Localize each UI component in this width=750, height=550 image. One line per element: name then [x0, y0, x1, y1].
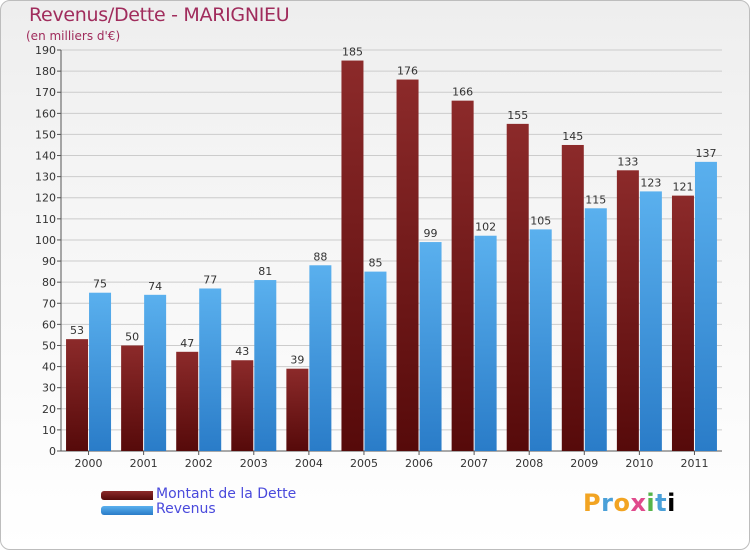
bar-revenus: [474, 235, 497, 451]
data-label: 185: [342, 46, 363, 59]
bar-revenus: [419, 242, 442, 451]
data-label: 81: [258, 265, 272, 278]
y-tick-label: 0: [49, 445, 56, 458]
bar-debt: [616, 170, 639, 452]
data-label: 53: [70, 324, 84, 337]
x-tick-label: 2009: [570, 457, 598, 470]
chart-title: Revenus/Dette - MARIGNIEU: [29, 4, 290, 26]
bar-debt: [176, 351, 199, 451]
y-tick-label: 80: [42, 276, 56, 289]
bar-revenus: [529, 229, 552, 451]
y-tick-label: 30: [42, 382, 56, 395]
y-tick-label: 40: [42, 361, 56, 374]
data-label: 133: [617, 155, 638, 168]
bar-revenus: [144, 294, 167, 451]
data-label: 115: [585, 193, 606, 206]
x-tick-label: 2003: [240, 457, 268, 470]
x-tick-label: 2006: [405, 457, 433, 470]
chart-subtitle: (en milliers d'€): [26, 29, 121, 43]
y-tick-label: 10: [42, 424, 56, 437]
legend-swatch-debt: [101, 491, 153, 500]
data-label: 176: [397, 65, 418, 78]
legend-label-debt: Montant de la Dette: [156, 486, 297, 502]
y-tick-label: 170: [35, 86, 56, 99]
bar-debt: [231, 360, 254, 451]
x-tick-label: 2005: [350, 457, 378, 470]
bar-debt: [561, 144, 584, 451]
y-tick-label: 50: [42, 339, 56, 352]
data-label: 88: [313, 250, 327, 263]
data-label: 99: [424, 227, 438, 240]
bar-revenus: [309, 265, 332, 451]
y-tick-label: 150: [35, 128, 56, 141]
data-label: 121: [672, 181, 693, 194]
y-tick-label: 180: [35, 65, 56, 78]
y-tick-label: 60: [42, 318, 56, 331]
x-tick-label: 2001: [130, 457, 158, 470]
data-label: 75: [93, 278, 107, 291]
x-tick-label: 2010: [625, 457, 653, 470]
legend-label-revenus: Revenus: [156, 501, 216, 517]
y-tick-label: 20: [42, 403, 56, 416]
axes: 0 10 20 30 40 50 60 70 80 90 100 110 120 130 140 150 160…: [35, 44, 722, 470]
bar-debt: [341, 60, 364, 451]
data-label: 123: [640, 176, 661, 189]
y-tick-label: 120: [35, 192, 56, 205]
data-label: 145: [562, 130, 583, 143]
x-tick-label: 2008: [515, 457, 543, 470]
x-tick-label: 2000: [75, 457, 103, 470]
data-label: 50: [125, 330, 139, 343]
bar-debt: [671, 195, 694, 451]
x-tick-label: 2007: [460, 457, 488, 470]
data-label: 137: [695, 147, 716, 160]
data-label: 166: [452, 86, 473, 99]
bar-revenus: [254, 280, 277, 451]
bar-debt: [396, 79, 419, 452]
proxiti-logo: Proxiti: [583, 489, 676, 517]
data-label: 43: [235, 345, 249, 358]
bar-debt: [66, 339, 89, 451]
x-tick-label: 2011: [680, 457, 708, 470]
y-tick-label: 190: [35, 44, 56, 57]
gridlines: [61, 49, 722, 431]
bar-revenus: [199, 288, 222, 451]
bar-debt: [506, 123, 529, 452]
bar-revenus: [694, 161, 717, 451]
bar-revenus: [89, 292, 112, 451]
data-label: 105: [530, 214, 551, 227]
data-label: 155: [507, 109, 528, 122]
bar-debt: [121, 345, 144, 451]
bar-revenus: [584, 208, 607, 451]
y-tick-label: 70: [42, 297, 56, 310]
y-tick-label: 100: [35, 234, 56, 247]
data-label: 74: [148, 280, 162, 293]
y-tick-label: 140: [35, 150, 56, 163]
y-tick-label: 160: [35, 107, 56, 120]
x-tick-label: 2002: [185, 457, 213, 470]
data-label: 102: [475, 221, 496, 234]
data-label: 77: [203, 273, 217, 286]
bar-debt: [451, 100, 474, 451]
legend-swatch-revenus: [101, 506, 153, 515]
bars: [66, 60, 717, 452]
y-tick-label: 110: [35, 213, 56, 226]
y-tick-label: 90: [42, 255, 56, 268]
bar-revenus: [639, 191, 662, 451]
data-label: 47: [180, 337, 194, 350]
data-label: 39: [290, 354, 304, 367]
y-tick-label: 130: [35, 171, 56, 184]
data-labels: 53 75 50 74 47 77 43 81 39 88 185 85 176 99 166 102 155 1…: [70, 46, 716, 367]
bar-revenus: [364, 271, 387, 451]
x-tick-label: 2004: [295, 457, 323, 470]
bar-debt: [286, 368, 309, 451]
data-label: 85: [368, 257, 382, 270]
